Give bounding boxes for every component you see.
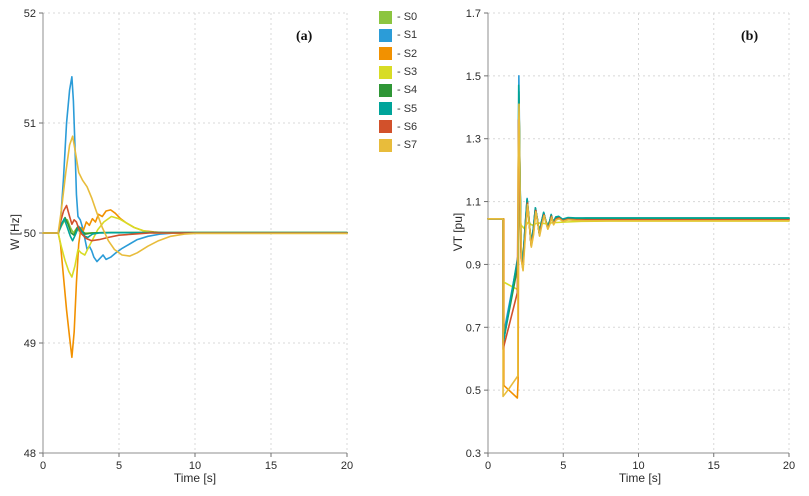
y-tick-label: 0.9 bbox=[466, 259, 481, 271]
legend-item-s4: - S4 bbox=[379, 81, 417, 99]
x-tick-label: 20 bbox=[341, 460, 353, 472]
x-tick-label: 0 bbox=[485, 460, 491, 472]
legend-swatch-s4 bbox=[379, 83, 392, 97]
chart-b-x-axis-title: Time [s] bbox=[618, 471, 662, 485]
legend-item-s6: - S6 bbox=[379, 118, 417, 136]
chart-b-voltage-plot: 0.3 0.5 0.7 0.9 1.1 1.3 1.5 1.7 0 5 10 15 20 bbox=[466, 8, 795, 472]
y-tick-label: 0.5 bbox=[466, 385, 481, 397]
legend-item-s1: - S1 bbox=[379, 26, 417, 44]
legend: - S0 - S1 - S2 - S3 - S4 - S5 - S6 - S7 bbox=[379, 8, 417, 154]
x-tick-label: 5 bbox=[116, 460, 122, 472]
legend-swatch-s2 bbox=[379, 47, 392, 61]
chart-a-frequency-plot: 48 49 50 51 52 0 5 10 15 20 bbox=[24, 8, 353, 472]
y-tick-label: 0.3 bbox=[466, 448, 481, 460]
legend-swatch-s3 bbox=[379, 65, 392, 79]
y-tick-label: 1.5 bbox=[466, 71, 481, 83]
x-tick-label: 5 bbox=[560, 460, 566, 472]
y-tick-label: 49 bbox=[24, 338, 36, 350]
legend-swatch-s6 bbox=[379, 120, 392, 134]
legend-item-s2: - S2 bbox=[379, 45, 417, 63]
legend-item-s3: - S3 bbox=[379, 63, 417, 81]
chart-b-y-axis-title: VT [pu] bbox=[451, 212, 465, 252]
legend-item-s5: - S5 bbox=[379, 99, 417, 117]
x-tick-label: 0 bbox=[40, 460, 46, 472]
y-tick-label: 52 bbox=[24, 8, 36, 20]
chart-a-x-axis-title: Time [s] bbox=[173, 471, 217, 485]
x-tick-label: 10 bbox=[189, 460, 201, 472]
x-tick-label: 15 bbox=[265, 460, 277, 472]
legend-item-s7: - S7 bbox=[379, 136, 417, 154]
series-line-s1 bbox=[42, 76, 348, 263]
y-tick-label: 51 bbox=[24, 118, 36, 130]
series-line-s6 bbox=[42, 204, 348, 242]
series-line-s7 bbox=[487, 103, 790, 398]
series-line-s0 bbox=[42, 219, 348, 234]
y-tick-label: 1.1 bbox=[466, 197, 481, 209]
x-tick-label: 10 bbox=[632, 460, 644, 472]
series-line-s3 bbox=[42, 215, 348, 278]
legend-swatch-s7 bbox=[379, 138, 392, 152]
legend-swatch-s1 bbox=[379, 28, 392, 42]
panel-label-a: (a) bbox=[296, 29, 313, 44]
legend-label-s6: - S6 bbox=[397, 120, 418, 133]
legend-label-s3: - S3 bbox=[397, 66, 418, 79]
y-tick-label: 48 bbox=[24, 448, 36, 460]
y-tick-label: 1.7 bbox=[466, 8, 481, 20]
legend-label-s4: - S4 bbox=[397, 84, 418, 97]
legend-label-s7: - S7 bbox=[397, 139, 418, 152]
x-tick-label: 20 bbox=[783, 460, 795, 472]
legend-label-s1: - S1 bbox=[397, 29, 418, 42]
legend-item-s0: - S0 bbox=[379, 8, 417, 26]
legend-label-s0: - S0 bbox=[397, 11, 418, 24]
legend-label-s2: - S2 bbox=[397, 47, 418, 60]
panel-label-b: (b) bbox=[741, 29, 759, 44]
y-tick-label: 1.3 bbox=[466, 134, 481, 146]
y-tick-label: 50 bbox=[24, 228, 36, 240]
chart-a-y-axis-title: W [Hz] bbox=[8, 214, 22, 250]
x-tick-label: 15 bbox=[708, 460, 720, 472]
y-tick-label: 0.7 bbox=[466, 322, 481, 334]
legend-label-s5: - S5 bbox=[397, 102, 418, 115]
series-line-s7 bbox=[42, 135, 348, 257]
legend-swatch-s5 bbox=[379, 102, 392, 116]
legend-swatch-s0 bbox=[379, 10, 392, 24]
